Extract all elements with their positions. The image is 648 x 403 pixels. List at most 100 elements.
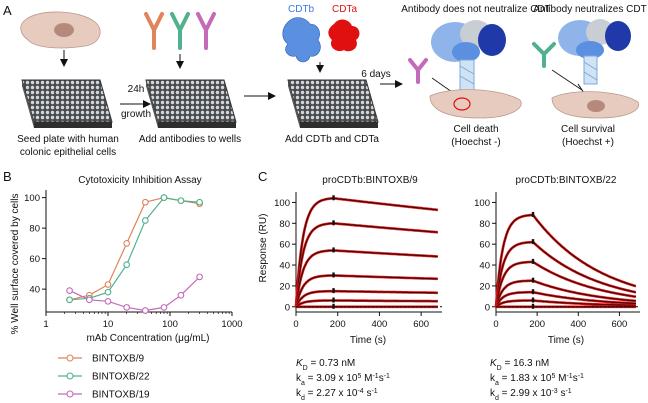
antibody-pink-unbound-icon bbox=[408, 58, 428, 84]
spr-fit-curve bbox=[495, 241, 636, 307]
chart-b-point bbox=[123, 240, 131, 247]
chart-b-point bbox=[104, 281, 112, 288]
chart-b-y-tick-label: 40 bbox=[29, 285, 40, 296]
cdtb-protein-icon bbox=[282, 17, 321, 63]
legend-marker bbox=[66, 354, 74, 362]
legend-label: BINTOXB/22 bbox=[92, 372, 150, 383]
spr-peak-marker bbox=[531, 239, 535, 245]
spr-fit-curve bbox=[495, 261, 636, 307]
spr-y-tick-label: 20 bbox=[479, 281, 490, 292]
chart-b-point bbox=[160, 304, 168, 311]
toxin-complex-left-icon bbox=[431, 20, 506, 91]
chart-c2-plot: 0 20 40 60 80 100 0 200 400 600 bbox=[474, 192, 640, 330]
step1-caption-line2: colonic epithelial cells bbox=[20, 147, 116, 158]
panel-a-letter: A bbox=[3, 3, 12, 18]
spr-fit-curve bbox=[495, 300, 636, 308]
kinetics-left: KD = 0.73 nM ka = 3.09 x 105 M-1s-1 kd =… bbox=[296, 358, 390, 402]
chart-b-point bbox=[141, 217, 149, 224]
chart-b-point bbox=[141, 307, 149, 314]
kinetics-left-KD: KD = 0.73 nM bbox=[296, 358, 355, 372]
spr-y-tick-label: 60 bbox=[279, 240, 290, 251]
outcome-right-caption-line1: Cell survival bbox=[561, 124, 615, 135]
antibody-green-bound-icon bbox=[532, 42, 556, 68]
spr-fit-curve bbox=[295, 275, 438, 307]
spr-peak-marker bbox=[332, 288, 335, 294]
step3-caption: Add CDTb and CDTa bbox=[285, 134, 379, 145]
chart-b-plot: 40 60 80 100 1 10 100 1000 bbox=[24, 190, 243, 330]
cdtb-label: CDTb bbox=[288, 4, 315, 15]
chart-b-point bbox=[66, 287, 73, 295]
chart-b-point bbox=[104, 288, 112, 296]
antibody-orange-icon bbox=[144, 12, 164, 50]
chart-b-x-tick-label: 10 bbox=[103, 319, 114, 330]
chart-b-y-tick-label: 60 bbox=[29, 254, 40, 265]
legend-marker bbox=[66, 390, 74, 398]
spr-x-tick-label: 400 bbox=[570, 319, 586, 330]
spr-y-tick-label: 40 bbox=[479, 261, 490, 272]
arrow1-label-line1: 24h bbox=[128, 84, 145, 95]
spr-peak-marker bbox=[332, 247, 335, 253]
kinetics-left-kd: kd = 2.27 x 10-4 s-1 bbox=[296, 388, 378, 402]
block-symbol bbox=[551, 69, 583, 91]
spr-peak-marker bbox=[332, 220, 335, 226]
kinetics-right-ka: ka = 1.83 x 105 M-1s-1 bbox=[490, 373, 584, 387]
kinetics-right-kd: kd = 2.99 x 10-3 s-1 bbox=[490, 388, 572, 402]
chart-b-point bbox=[123, 261, 131, 269]
toxin-complex-right-icon bbox=[558, 19, 631, 85]
chart-b-point bbox=[177, 197, 185, 205]
spr-peak-marker bbox=[531, 258, 535, 264]
spr-peak-marker bbox=[531, 297, 535, 303]
chart-b-x-tick-label: 100 bbox=[162, 319, 178, 330]
panel-b-letter: B bbox=[3, 169, 12, 184]
spr-y-tick-label: 60 bbox=[479, 240, 490, 251]
chart-b-xlabel: mAb Concentration (μg/mL) bbox=[86, 333, 209, 344]
spr-peak-marker bbox=[531, 211, 535, 217]
kinetics-right-KD: KD = 16.3 nM bbox=[490, 358, 549, 372]
spr-fit-curve bbox=[295, 197, 438, 307]
chart-b-point bbox=[160, 194, 168, 201]
chart-b-y-tick-label: 80 bbox=[29, 224, 40, 235]
spr-y-tick-label: 80 bbox=[279, 219, 290, 230]
spr-y-tick-label: 40 bbox=[279, 261, 290, 272]
spr-fit-curve bbox=[495, 214, 637, 307]
chart-b-legend: BINTOXB/9 BINTOXB/22 BINTOXB/19 bbox=[58, 354, 150, 401]
step1-caption-line1: Seed plate with human bbox=[17, 134, 119, 145]
chart-b-x-tick-label: 1000 bbox=[221, 319, 242, 330]
spr-y-tick-label: 100 bbox=[274, 198, 290, 209]
spr-peak-marker bbox=[531, 277, 535, 283]
chart-b-point bbox=[196, 273, 203, 281]
chart-b-ylabel: % Well surface covered by cells bbox=[10, 194, 21, 335]
chart-b-point bbox=[85, 296, 93, 304]
outcome-right-caption-line2: (Hoechst +) bbox=[562, 137, 614, 148]
spr-y-tick-label: 20 bbox=[279, 281, 290, 292]
spr-x-tick-label: 0 bbox=[293, 319, 298, 330]
spr-y-tick-label: 80 bbox=[479, 219, 490, 230]
outcome-right-title: Antibody neutralizes CDT bbox=[533, 4, 646, 15]
legend-marker bbox=[66, 372, 74, 380]
chart-b-point bbox=[66, 296, 73, 304]
antibody-pink-icon bbox=[196, 12, 216, 50]
spr-peak-marker bbox=[332, 297, 335, 303]
spr-fit-curve bbox=[295, 290, 438, 307]
step2-caption: Add antibodies to wells bbox=[139, 134, 241, 145]
chart-b-point bbox=[177, 291, 185, 299]
chart-b-point bbox=[123, 304, 131, 311]
cell-nucleus bbox=[54, 23, 74, 37]
cdta-label: CDTa bbox=[332, 4, 357, 15]
spr-data-curve bbox=[294, 221, 438, 307]
chart-c1-plot: 0 20 40 60 80 100 0 200 400 600 bbox=[274, 192, 442, 330]
spr-x-tick-label: 400 bbox=[371, 319, 387, 330]
spr-y-tick-label: 0 bbox=[285, 302, 290, 313]
antibody-green-icon bbox=[170, 12, 190, 50]
spr-x-tick-label: 600 bbox=[611, 319, 627, 330]
spr-x-tick-label: 0 bbox=[493, 319, 498, 330]
spr-peak-marker bbox=[332, 272, 335, 278]
chart-b-x-tick-label: 1 bbox=[43, 319, 48, 330]
spr-peak-marker bbox=[332, 195, 335, 201]
well-plate-3 bbox=[287, 79, 379, 128]
chart-b-y-tick-label: 100 bbox=[24, 193, 40, 204]
kinetics-right: KD = 16.3 nM ka = 1.83 x 105 M-1s-1 kd =… bbox=[490, 358, 584, 402]
outcome-left-title: Antibody does not neutralize CDT bbox=[401, 4, 551, 15]
chart-c1-ylabel: Response (RU) bbox=[258, 214, 269, 283]
dying-cell-nucleus bbox=[453, 97, 471, 111]
